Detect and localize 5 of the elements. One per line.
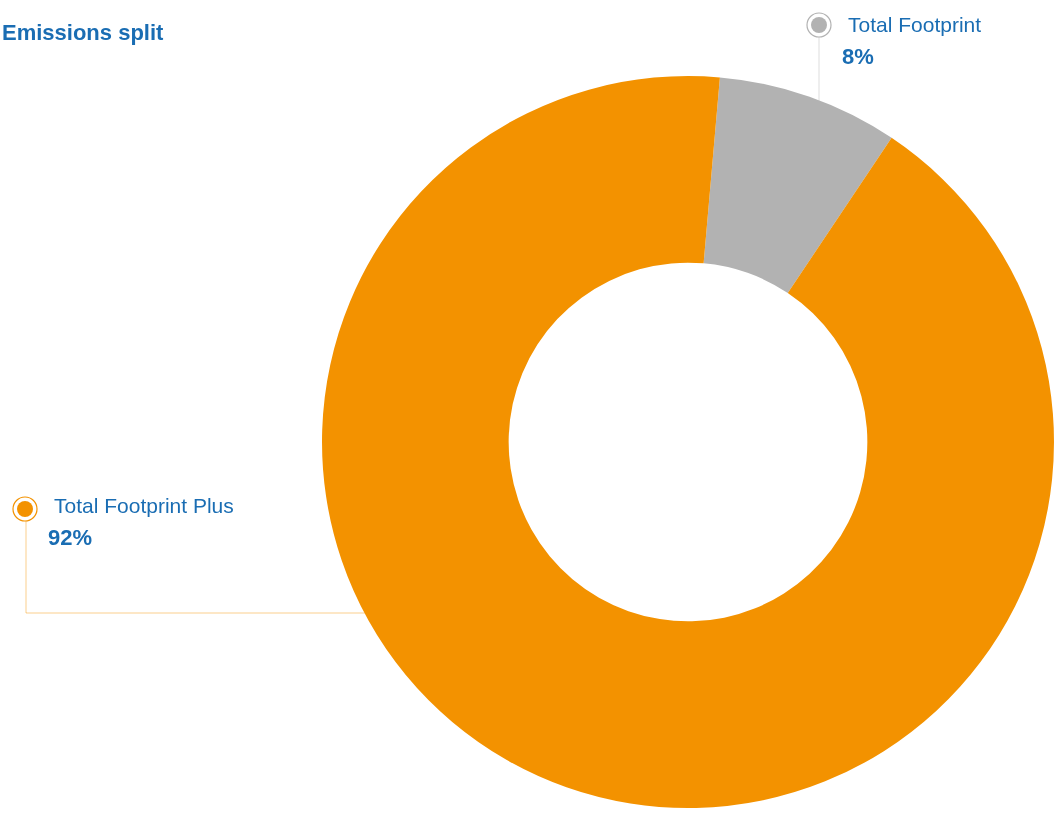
legend-label: Total Footprint xyxy=(848,12,982,36)
data-label: 8% xyxy=(842,44,874,70)
legend-label: Total Footprint Plus xyxy=(54,493,234,517)
chart-title: Emissions split xyxy=(2,20,164,46)
data-label: 92% xyxy=(48,525,93,551)
